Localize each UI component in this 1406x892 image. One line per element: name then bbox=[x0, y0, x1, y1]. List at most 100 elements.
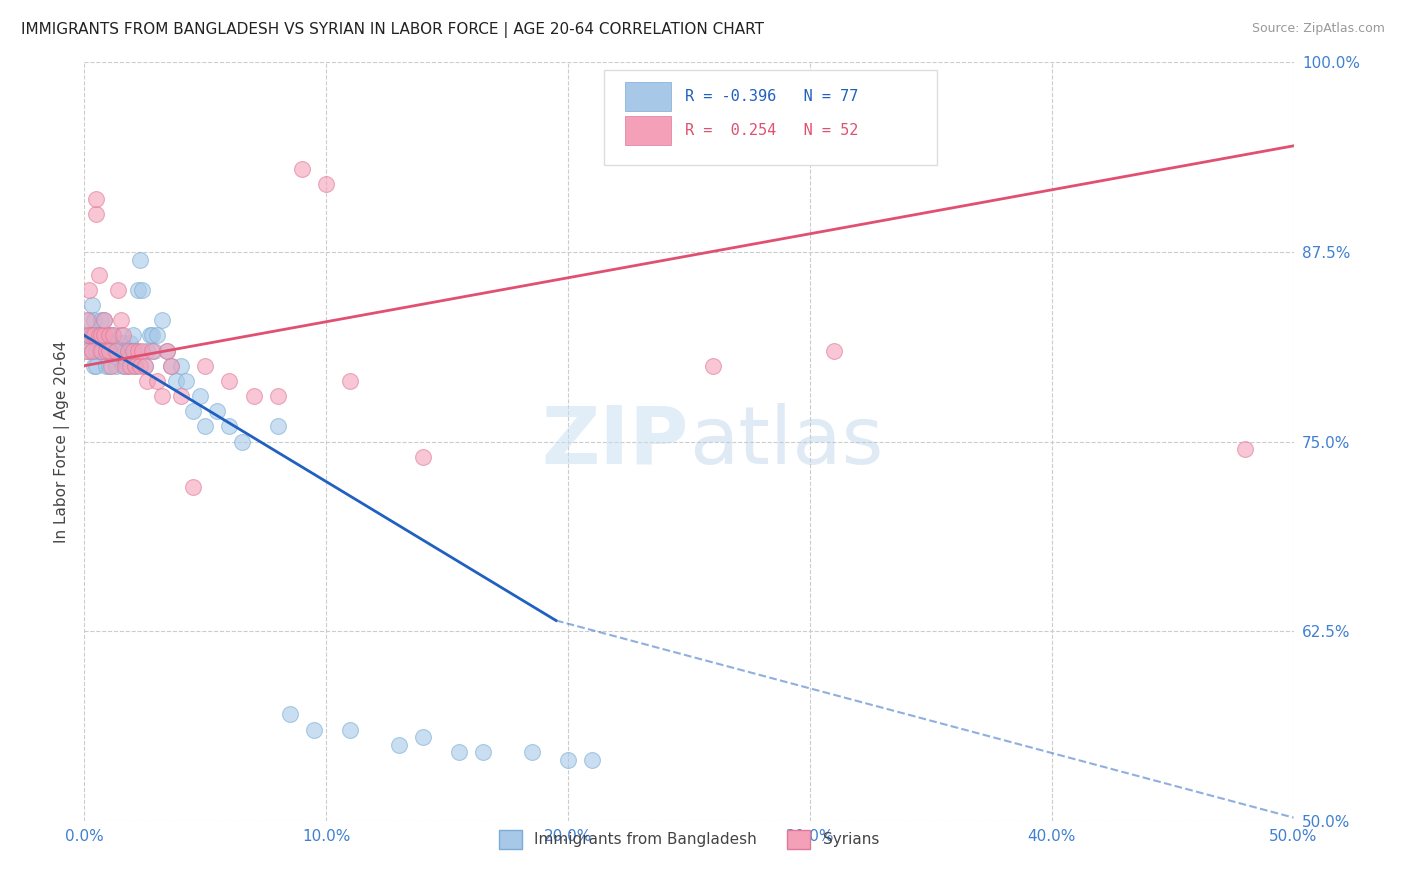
Point bbox=[170, 389, 193, 403]
Point bbox=[143, 343, 166, 358]
Point bbox=[87, 268, 110, 282]
Point bbox=[242, 389, 264, 403]
Point bbox=[315, 177, 337, 191]
Point bbox=[97, 328, 120, 343]
Text: ZIP: ZIP bbox=[541, 402, 689, 481]
Point bbox=[136, 374, 159, 388]
Y-axis label: In Labor Force | Age 20-64: In Labor Force | Age 20-64 bbox=[55, 341, 70, 542]
Point bbox=[77, 283, 100, 297]
Point bbox=[93, 313, 115, 327]
Point bbox=[267, 419, 290, 434]
Point bbox=[110, 328, 132, 343]
Point bbox=[134, 359, 156, 373]
Point bbox=[112, 359, 135, 373]
Point bbox=[339, 374, 361, 388]
Point bbox=[231, 434, 253, 449]
Point bbox=[150, 313, 173, 327]
Point bbox=[117, 359, 139, 373]
Point bbox=[86, 207, 108, 221]
Legend: Immigrants from Bangladesh, Syrians: Immigrants from Bangladesh, Syrians bbox=[494, 824, 884, 855]
Point bbox=[94, 343, 117, 358]
Point bbox=[97, 328, 120, 343]
Point bbox=[124, 359, 146, 373]
Point bbox=[104, 343, 127, 358]
Point bbox=[129, 359, 152, 373]
Point bbox=[87, 328, 110, 343]
Point bbox=[155, 343, 177, 358]
Point bbox=[76, 328, 98, 343]
Point bbox=[104, 359, 127, 373]
Point bbox=[174, 374, 197, 388]
Point bbox=[112, 328, 135, 343]
Point bbox=[76, 313, 98, 327]
Point bbox=[103, 328, 125, 343]
Point bbox=[86, 192, 108, 206]
Point bbox=[388, 738, 411, 752]
Point bbox=[127, 343, 149, 358]
Point bbox=[90, 328, 112, 343]
Point bbox=[110, 313, 132, 327]
Point bbox=[129, 252, 152, 267]
Point bbox=[80, 328, 103, 343]
Point bbox=[136, 343, 159, 358]
Point bbox=[1234, 442, 1257, 456]
Point bbox=[80, 343, 103, 358]
Point bbox=[218, 374, 240, 388]
Point bbox=[112, 336, 135, 351]
Text: R = -0.396   N = 77: R = -0.396 N = 77 bbox=[685, 89, 859, 104]
Point bbox=[278, 707, 301, 722]
Point bbox=[90, 328, 112, 343]
Point bbox=[138, 328, 160, 343]
Point bbox=[557, 753, 579, 767]
Point bbox=[702, 359, 724, 373]
Point bbox=[110, 343, 132, 358]
Point bbox=[77, 313, 100, 327]
Point bbox=[97, 359, 120, 373]
Point bbox=[449, 745, 471, 759]
Point bbox=[121, 343, 143, 358]
Point bbox=[76, 343, 98, 358]
Point bbox=[83, 328, 105, 343]
Text: atlas: atlas bbox=[689, 402, 883, 481]
Point bbox=[94, 359, 117, 373]
Point bbox=[103, 336, 125, 351]
Point bbox=[86, 328, 108, 343]
Point bbox=[107, 336, 129, 351]
Text: R =  0.254   N = 52: R = 0.254 N = 52 bbox=[685, 123, 859, 138]
Point bbox=[124, 359, 146, 373]
Point bbox=[218, 419, 240, 434]
Point bbox=[181, 404, 204, 418]
Point bbox=[127, 283, 149, 297]
Point bbox=[121, 328, 143, 343]
Point bbox=[77, 328, 100, 343]
Point bbox=[86, 343, 108, 358]
Point bbox=[302, 723, 325, 737]
Point bbox=[76, 343, 98, 358]
Point bbox=[90, 313, 112, 327]
Point bbox=[104, 343, 127, 358]
Point bbox=[181, 480, 204, 494]
Point bbox=[141, 343, 163, 358]
Point bbox=[103, 328, 125, 343]
Point bbox=[93, 328, 115, 343]
Point bbox=[114, 343, 136, 358]
Point bbox=[97, 343, 120, 358]
Point bbox=[117, 343, 139, 358]
Point bbox=[150, 389, 173, 403]
Point bbox=[100, 343, 122, 358]
Point bbox=[107, 351, 129, 365]
Point bbox=[94, 343, 117, 358]
Point bbox=[83, 359, 105, 373]
Point bbox=[93, 313, 115, 327]
Point bbox=[207, 404, 229, 418]
Point bbox=[165, 374, 187, 388]
Point bbox=[146, 374, 169, 388]
Point bbox=[160, 359, 183, 373]
Point bbox=[124, 343, 146, 358]
Point bbox=[131, 283, 153, 297]
Point bbox=[90, 343, 112, 358]
Point bbox=[80, 343, 103, 358]
Point bbox=[194, 359, 217, 373]
Point bbox=[120, 359, 142, 373]
Point bbox=[120, 343, 142, 358]
